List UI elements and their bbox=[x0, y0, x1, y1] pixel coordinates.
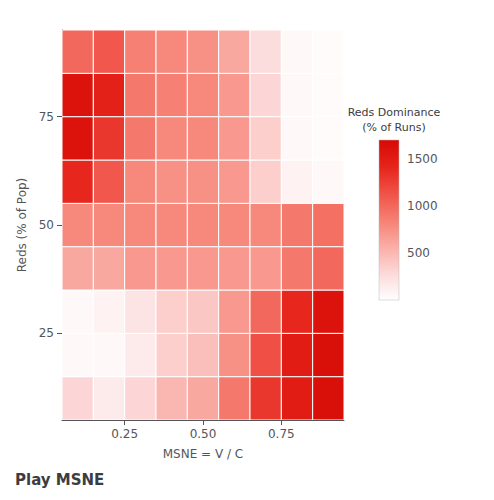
svg-text:(% of Runs): (% of Runs) bbox=[362, 121, 425, 134]
svg-text:25: 25 bbox=[39, 326, 54, 340]
svg-text:0.50: 0.50 bbox=[190, 427, 217, 441]
svg-text:0.25: 0.25 bbox=[111, 427, 138, 441]
svg-text:Play MSNE: Play MSNE bbox=[15, 471, 104, 489]
svg-text:MSNE = V / C: MSNE = V / C bbox=[163, 447, 243, 461]
svg-text:Reds Dominance: Reds Dominance bbox=[348, 106, 441, 119]
svg-text:1000: 1000 bbox=[407, 199, 438, 213]
svg-text:500: 500 bbox=[407, 246, 430, 260]
svg-text:75: 75 bbox=[39, 110, 54, 124]
svg-text:0.75: 0.75 bbox=[268, 427, 295, 441]
svg-text:50: 50 bbox=[39, 218, 54, 232]
svg-text:1500: 1500 bbox=[407, 152, 438, 166]
svg-text:Reds (% of Pop): Reds (% of Pop) bbox=[15, 178, 29, 273]
